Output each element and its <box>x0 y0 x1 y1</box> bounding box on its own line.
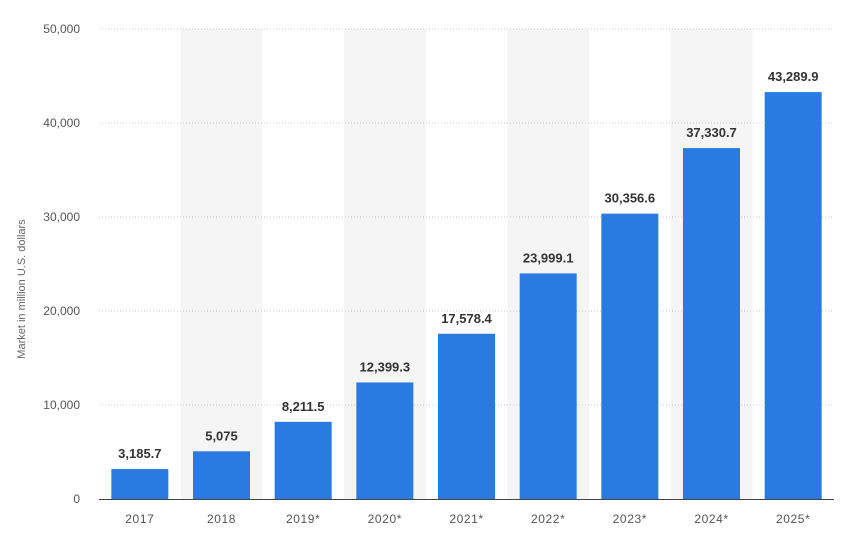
x-tick-label: 2022* <box>531 512 565 526</box>
y-tick-label: 0 <box>73 492 80 506</box>
data-label: 12,399.3 <box>360 359 411 374</box>
bar <box>601 213 659 500</box>
x-tick-label: 2018 <box>207 512 236 526</box>
bar <box>764 92 822 499</box>
data-label: 17,578.4 <box>441 311 492 326</box>
x-tick-label: 2025* <box>776 512 810 526</box>
y-axis-ticks: 0 10,000 20,000 30,000 40,000 50,000 <box>43 22 80 506</box>
bar <box>193 451 250 499</box>
bar <box>274 421 332 499</box>
x-tick-label: 2019* <box>286 512 320 526</box>
y-tick-label: 50,000 <box>43 22 80 36</box>
y-tick-label: 30,000 <box>43 210 80 224</box>
data-label: 3,185.7 <box>118 446 161 461</box>
bar <box>438 333 495 499</box>
x-tick-label: 2017 <box>125 512 154 526</box>
bar <box>111 469 169 499</box>
y-tick-label: 10,000 <box>43 398 80 412</box>
bar <box>519 273 577 499</box>
x-tick-label: 2024* <box>694 512 728 526</box>
x-tick-label: 2021* <box>449 512 483 526</box>
data-label: 8,211.5 <box>282 399 325 414</box>
data-labels: 3,185.7 5,075 8,211.5 12,399.3 17,578.4 23,99… <box>118 69 818 461</box>
x-tick-label: 2023* <box>613 512 647 526</box>
data-label: 30,356.6 <box>605 191 656 206</box>
y-tick-label: 20,000 <box>43 304 80 318</box>
data-label: 23,999.1 <box>523 250 574 265</box>
category-band <box>180 29 263 499</box>
y-tick-label: 40,000 <box>43 116 80 130</box>
x-tick-label: 2020* <box>368 512 402 526</box>
bar <box>683 148 740 499</box>
data-label: 5,075 <box>205 428 238 443</box>
x-axis-ticks: 2017 2018 2019* 2020* 2021* 2022* 2023* 2024* 20… <box>125 512 810 526</box>
data-label: 43,289.9 <box>768 69 819 84</box>
bar <box>356 382 414 499</box>
bars <box>111 92 822 500</box>
data-label: 37,330.7 <box>686 125 737 140</box>
y-axis-title: Market in million U.S. dollars <box>16 219 28 359</box>
